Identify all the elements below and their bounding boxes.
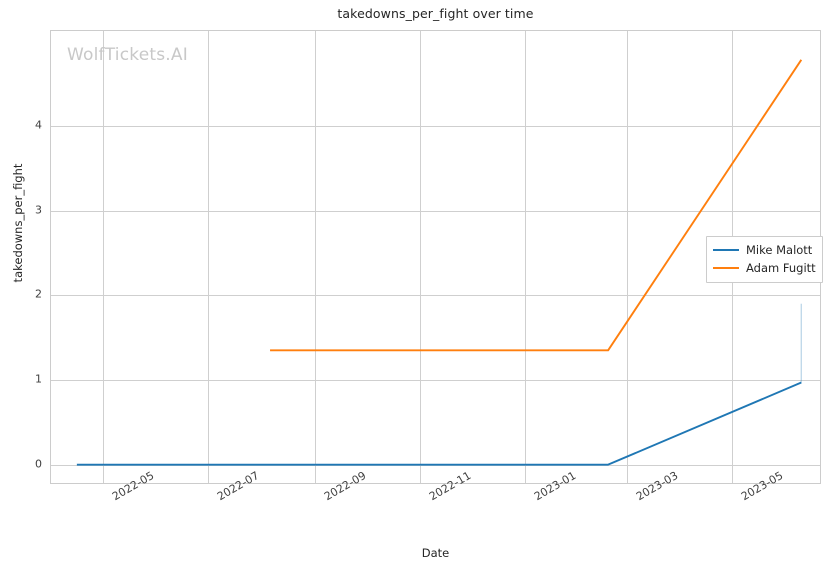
x-axis-label: Date xyxy=(421,546,450,560)
y-tick-2: 2 xyxy=(35,287,42,301)
y-tick-4: 4 xyxy=(35,118,42,132)
y-tick-0: 0 xyxy=(35,457,42,471)
plot-area: WolfTickets.AI xyxy=(50,30,821,484)
chart-legend: Mike Malott Adam Fugitt xyxy=(706,236,823,283)
watermark-label: WolfTickets.AI xyxy=(67,45,188,65)
gridline-vertical-3 xyxy=(420,31,421,483)
chart-title: takedowns_per_fight over time xyxy=(337,6,534,21)
gridline-horizontal-2 xyxy=(51,295,820,296)
x-axis-tick-labels: 2022-05 2022-07 2022-09 2022-11 2023-01 2023-… xyxy=(50,469,821,544)
gridline-vertical-2 xyxy=(315,31,316,483)
gridline-vertical-0 xyxy=(103,31,104,483)
gridline-vertical-5 xyxy=(627,31,628,483)
legend-item-adam-fugitt[interactable]: Adam Fugitt xyxy=(713,259,816,277)
series-plot xyxy=(76,59,803,466)
gridline-vertical-4 xyxy=(525,31,526,483)
gridline-horizontal-4 xyxy=(51,126,820,127)
legend-swatch-icon xyxy=(713,249,739,251)
y-axis-tick-labels: 0 1 2 3 4 xyxy=(0,30,42,484)
y-axis-label: takedowns_per_fight xyxy=(11,163,25,283)
gridline-horizontal-3 xyxy=(51,211,820,212)
y-tick-1: 1 xyxy=(35,372,42,386)
legend-item-mike-malott[interactable]: Mike Malott xyxy=(713,241,816,259)
series-line-mike-malott xyxy=(76,381,802,466)
legend-label: Mike Malott xyxy=(746,243,813,257)
legend-label: Adam Fugitt xyxy=(746,261,816,275)
gridline-vertical-1 xyxy=(208,31,209,483)
legend-swatch-icon xyxy=(713,267,739,269)
series-line-adam-fugitt xyxy=(270,59,803,352)
gridline-horizontal-1 xyxy=(51,380,820,381)
y-tick-3: 3 xyxy=(35,203,42,217)
